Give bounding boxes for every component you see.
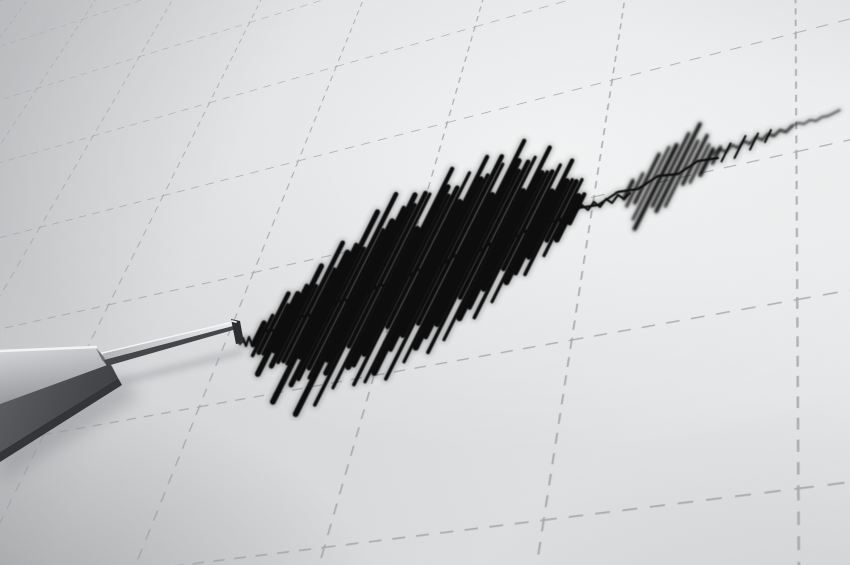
needle-shadow: [108, 348, 244, 388]
needle-tip: [231, 319, 244, 344]
seismic-trace: [238, 109, 841, 418]
base-bottom-lip: [0, 378, 122, 462]
needle-body: [102, 321, 233, 362]
base-top-edge-highlight: [0, 345, 98, 353]
needle-top-highlight: [101, 321, 234, 354]
base-top-face: [0, 348, 110, 404]
needle-under-edge: [104, 326, 233, 366]
base-shadow: [0, 378, 140, 484]
base-front-face: [0, 364, 118, 452]
tip-glint: [231, 320, 237, 323]
stylus-arm: [0, 319, 244, 484]
